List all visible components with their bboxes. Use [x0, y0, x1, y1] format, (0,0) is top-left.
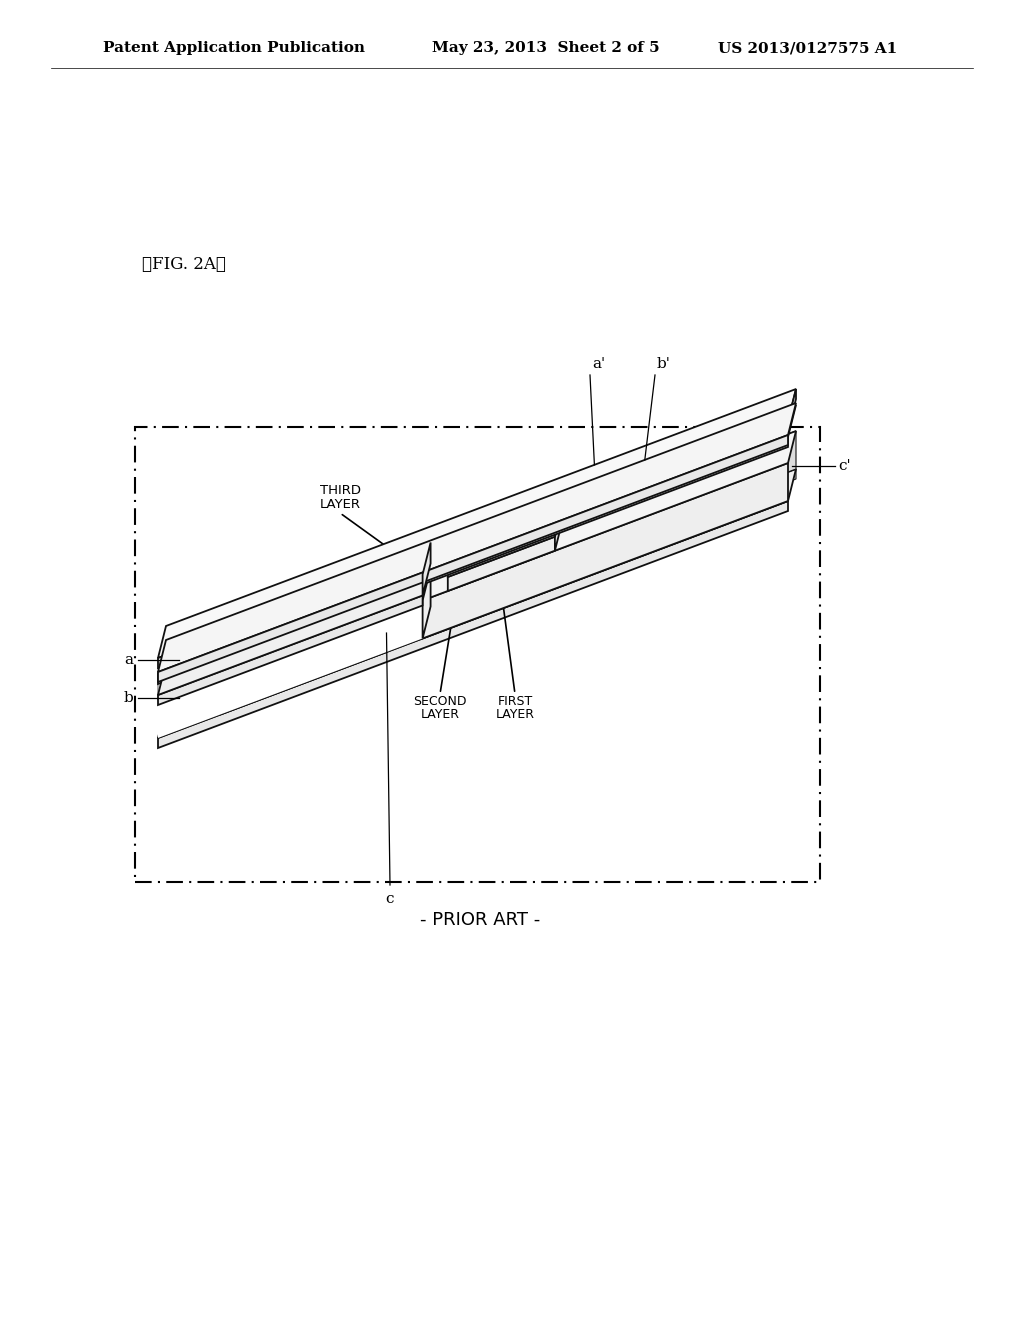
- Polygon shape: [158, 564, 431, 696]
- Polygon shape: [221, 615, 385, 714]
- Polygon shape: [166, 469, 796, 715]
- Polygon shape: [385, 582, 393, 652]
- Polygon shape: [221, 582, 393, 676]
- Text: 【FIG. 2A】: 【FIG. 2A】: [142, 256, 226, 273]
- Text: FIRST: FIRST: [498, 696, 532, 708]
- Polygon shape: [555, 504, 563, 550]
- Polygon shape: [447, 492, 563, 565]
- Polygon shape: [158, 403, 796, 672]
- Text: c: c: [386, 892, 394, 906]
- Polygon shape: [788, 389, 796, 432]
- Polygon shape: [158, 601, 423, 738]
- Text: b': b': [657, 356, 671, 371]
- Text: - PRIOR ART -: - PRIOR ART -: [420, 911, 540, 929]
- Polygon shape: [158, 436, 788, 682]
- Polygon shape: [431, 432, 796, 606]
- Polygon shape: [447, 524, 555, 577]
- Text: LAYER: LAYER: [496, 708, 535, 721]
- Text: Patent Application Publication: Patent Application Publication: [103, 41, 365, 55]
- Polygon shape: [158, 421, 788, 668]
- Polygon shape: [158, 574, 423, 700]
- Polygon shape: [423, 543, 431, 595]
- Text: THIRD: THIRD: [319, 483, 360, 496]
- Text: a: a: [124, 653, 133, 668]
- Polygon shape: [447, 537, 555, 591]
- Polygon shape: [423, 432, 796, 601]
- Polygon shape: [158, 405, 796, 675]
- Polygon shape: [158, 502, 788, 748]
- Polygon shape: [447, 504, 563, 577]
- Text: LAYER: LAYER: [421, 708, 460, 721]
- Text: c': c': [838, 459, 851, 473]
- Text: a': a': [592, 356, 605, 371]
- Polygon shape: [423, 569, 431, 639]
- Polygon shape: [158, 389, 796, 657]
- Polygon shape: [158, 437, 788, 684]
- Polygon shape: [555, 492, 563, 537]
- Polygon shape: [158, 595, 423, 705]
- Text: b: b: [123, 692, 133, 705]
- Text: SECOND: SECOND: [414, 696, 467, 708]
- Text: May 23, 2013  Sheet 2 of 5: May 23, 2013 Sheet 2 of 5: [432, 41, 659, 55]
- Polygon shape: [221, 644, 229, 714]
- Text: LAYER: LAYER: [319, 499, 360, 511]
- Polygon shape: [229, 582, 393, 682]
- Polygon shape: [423, 463, 788, 639]
- Text: US 2013/0127575 A1: US 2013/0127575 A1: [718, 41, 897, 55]
- Polygon shape: [158, 469, 796, 738]
